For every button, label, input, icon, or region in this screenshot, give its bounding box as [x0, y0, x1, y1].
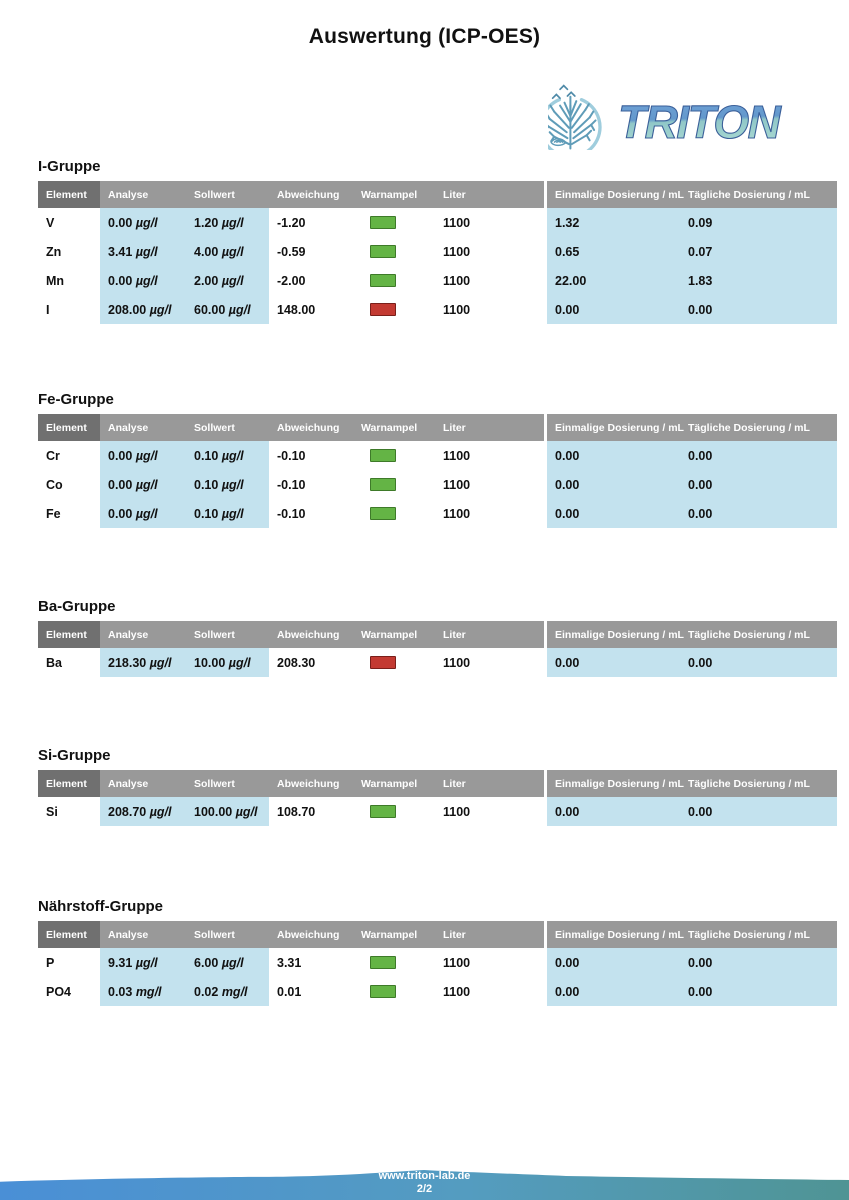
svg-text:TRITON: TRITON: [618, 96, 782, 148]
